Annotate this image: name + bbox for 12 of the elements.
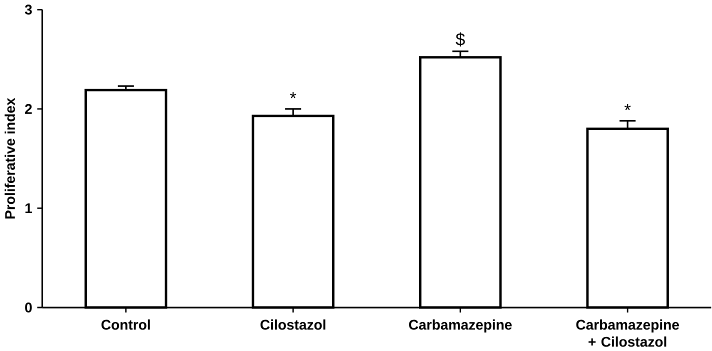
- annotation: *: [290, 92, 296, 98]
- y-tick-label: 3: [24, 4, 32, 14]
- x-tick-label: Cilostazol: [260, 319, 326, 330]
- x-tick-label: Carbamazepine + Cilostazol: [576, 319, 679, 347]
- annotation: *: [624, 104, 631, 110]
- y-tick-label: 0: [25, 302, 32, 312]
- y-axis-title: Proliferative index: [4, 98, 15, 218]
- x-tick-label: Control: [102, 319, 150, 330]
- y-tick-label: 1: [25, 203, 32, 213]
- y-tick-label: 2: [25, 104, 32, 114]
- annotation: $: [456, 32, 465, 46]
- x-tick-label: Carbamazepine: [409, 319, 512, 332]
